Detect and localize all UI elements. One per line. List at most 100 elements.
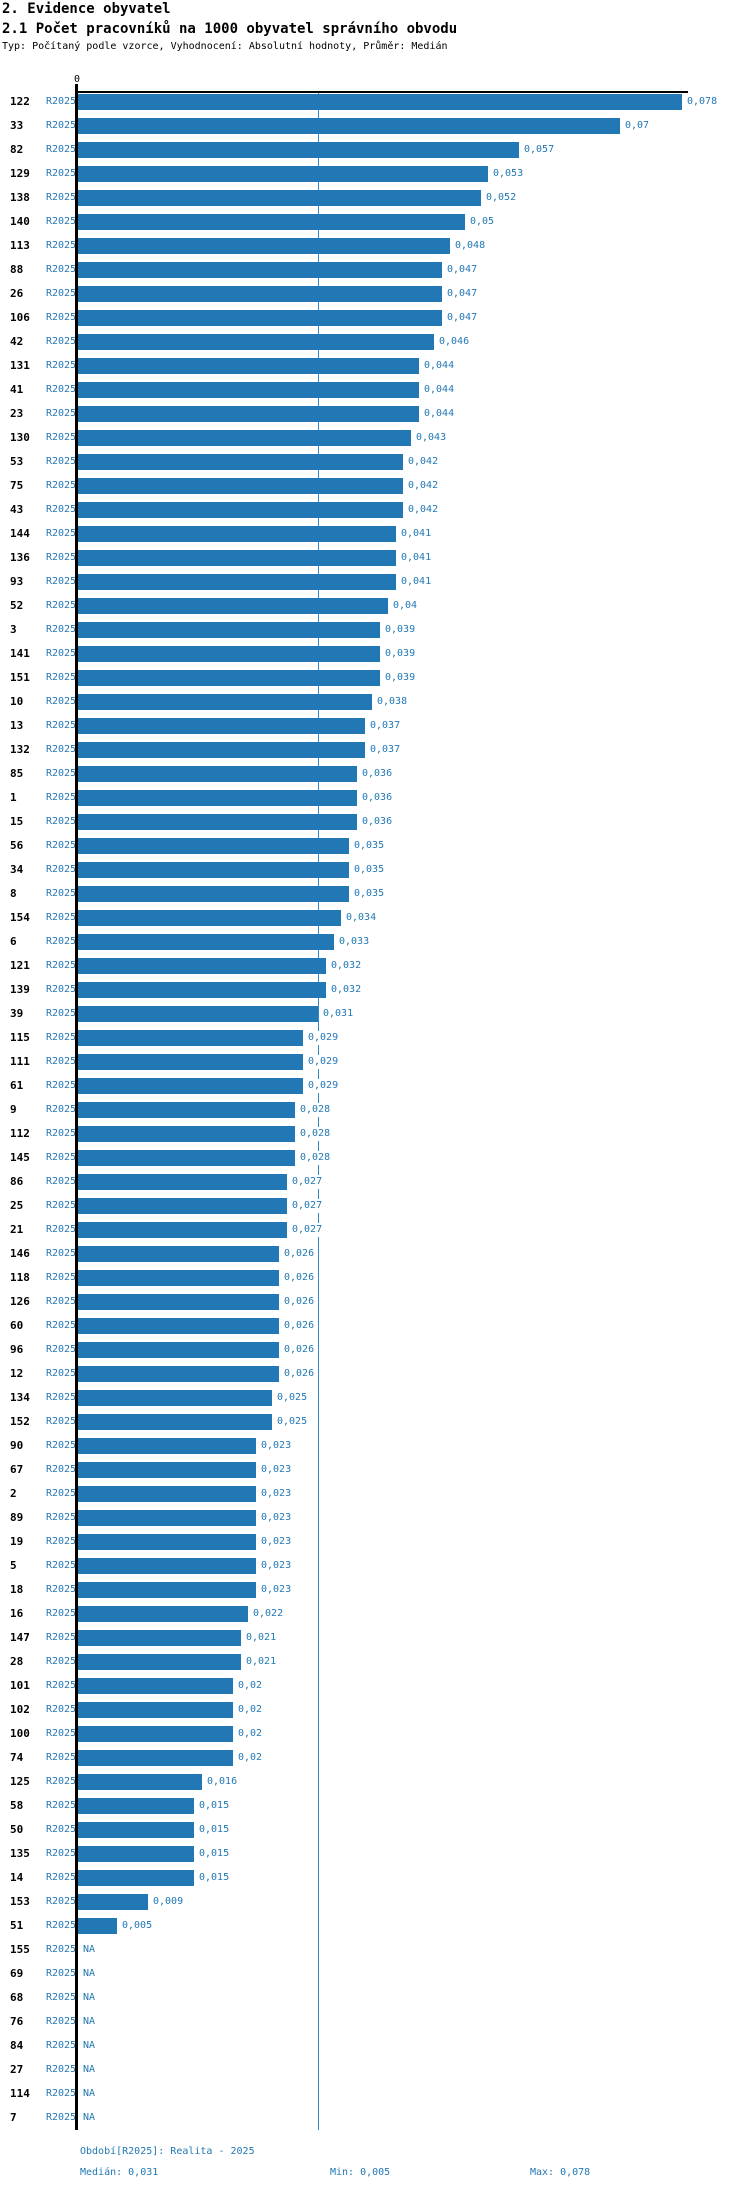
bar-value-label: 0,035 bbox=[354, 863, 385, 877]
value-bar bbox=[78, 142, 519, 158]
bar-value-label: 0,015 bbox=[199, 1847, 230, 1861]
bar-na-label: NA bbox=[83, 1992, 96, 2003]
bar-value-label: 0,035 bbox=[354, 887, 385, 901]
bar-value-label: 0,026 bbox=[284, 1319, 315, 1333]
row-category-label: 7 bbox=[10, 2111, 17, 2124]
row-category-label: 14 bbox=[10, 1871, 24, 1884]
bar-value-label: 0,041 bbox=[401, 551, 432, 565]
value-bar bbox=[78, 1846, 194, 1862]
row-category-label: 155 bbox=[10, 1943, 30, 1956]
row-series-label: R2025 bbox=[46, 1056, 77, 1067]
row-series-label: R2025 bbox=[46, 1296, 77, 1307]
row-category-label: 25 bbox=[10, 1199, 24, 1212]
bar-value-label: 0,005 bbox=[122, 1919, 153, 1933]
value-bar bbox=[78, 1870, 194, 1886]
value-bar bbox=[78, 334, 434, 350]
value-bar bbox=[78, 502, 403, 518]
bar-value-label: 0,042 bbox=[408, 455, 439, 469]
row-series-label: R2025 bbox=[46, 1536, 77, 1547]
row-series-label: R2025 bbox=[46, 1752, 77, 1763]
row-category-label: 101 bbox=[10, 1679, 30, 1692]
row-series-label: R2025 bbox=[46, 864, 77, 875]
row-category-label: 86 bbox=[10, 1175, 24, 1188]
value-bar bbox=[78, 766, 357, 782]
value-bar bbox=[78, 1030, 303, 1046]
value-bar bbox=[78, 670, 380, 686]
value-bar bbox=[78, 1726, 233, 1742]
row-series-label: R2025 bbox=[46, 2112, 77, 2123]
row-series-label: R2025 bbox=[46, 552, 77, 563]
row-series-label: R2025 bbox=[46, 744, 77, 755]
row-series-label: R2025 bbox=[46, 1704, 77, 1715]
y-axis-line bbox=[75, 84, 78, 2130]
row-category-label: 6 bbox=[10, 935, 17, 948]
row-series-label: R2025 bbox=[46, 456, 77, 467]
row-series-label: R2025 bbox=[46, 1368, 77, 1379]
row-category-label: 138 bbox=[10, 191, 30, 204]
value-bar bbox=[78, 862, 349, 878]
row-category-label: 82 bbox=[10, 143, 24, 156]
row-category-label: 69 bbox=[10, 1967, 24, 1980]
row-series-label: R2025 bbox=[46, 1128, 77, 1139]
row-category-label: 60 bbox=[10, 1319, 24, 1332]
bar-value-label: 0,026 bbox=[284, 1343, 315, 1357]
value-bar bbox=[78, 1558, 256, 1574]
value-bar bbox=[78, 790, 357, 806]
row-category-label: 93 bbox=[10, 575, 24, 588]
bar-value-label: 0,023 bbox=[261, 1559, 292, 1573]
row-category-label: 100 bbox=[10, 1727, 30, 1740]
value-bar bbox=[78, 1822, 194, 1838]
value-bar bbox=[78, 478, 403, 494]
bar-na-label: NA bbox=[83, 2064, 96, 2075]
row-series-label: R2025 bbox=[46, 840, 77, 851]
row-series-label: R2025 bbox=[46, 1344, 77, 1355]
bar-value-label: 0,025 bbox=[277, 1391, 308, 1405]
row-series-label: R2025 bbox=[46, 1824, 77, 1835]
row-category-label: 129 bbox=[10, 167, 30, 180]
bar-na-label: NA bbox=[83, 1968, 96, 1979]
value-bar bbox=[78, 1270, 279, 1286]
row-category-label: 122 bbox=[10, 95, 30, 108]
bar-value-label: 0,022 bbox=[253, 1607, 284, 1621]
value-bar bbox=[78, 1534, 256, 1550]
row-category-label: 75 bbox=[10, 479, 24, 492]
row-series-label: R2025 bbox=[46, 1008, 77, 1019]
value-bar bbox=[78, 286, 442, 302]
bar-value-label: 0,039 bbox=[385, 623, 416, 637]
value-bar bbox=[78, 94, 682, 110]
bar-value-label: 0,02 bbox=[238, 1703, 263, 1717]
bar-value-label: 0,041 bbox=[401, 575, 432, 589]
row-series-label: R2025 bbox=[46, 1152, 77, 1163]
row-series-label: R2025 bbox=[46, 168, 77, 179]
bar-value-label: 0,032 bbox=[331, 959, 362, 973]
row-category-label: 5 bbox=[10, 1559, 17, 1572]
row-category-label: 135 bbox=[10, 1847, 30, 1860]
bar-value-label: 0,021 bbox=[246, 1655, 277, 1669]
value-bar bbox=[78, 1918, 117, 1934]
value-bar bbox=[78, 526, 396, 542]
bar-value-label: 0,046 bbox=[439, 335, 470, 349]
bar-value-label: 0,031 bbox=[323, 1007, 354, 1021]
bar-na-label: NA bbox=[83, 2112, 96, 2123]
bar-value-label: 0,037 bbox=[370, 719, 401, 733]
row-series-label: R2025 bbox=[46, 288, 77, 299]
value-bar bbox=[78, 1054, 303, 1070]
bar-value-label: 0,047 bbox=[447, 287, 478, 301]
value-bar bbox=[78, 1246, 279, 1262]
bar-value-label: 0,043 bbox=[416, 431, 447, 445]
bar-value-label: 0,038 bbox=[377, 695, 408, 709]
row-category-label: 13 bbox=[10, 719, 24, 732]
row-series-label: R2025 bbox=[46, 1896, 77, 1907]
bar-value-label: 0,04 bbox=[393, 599, 418, 613]
row-category-label: 56 bbox=[10, 839, 24, 852]
row-series-label: R2025 bbox=[46, 1320, 77, 1331]
bar-value-label: 0,026 bbox=[284, 1271, 315, 1285]
value-bar bbox=[78, 166, 488, 182]
bar-value-label: 0,07 bbox=[625, 119, 650, 133]
row-category-label: 113 bbox=[10, 239, 30, 252]
chart-meta-line: Typ: Počítaný podle vzorce, Vyhodnocení:… bbox=[2, 41, 448, 52]
row-category-label: 153 bbox=[10, 1895, 30, 1908]
row-category-label: 3 bbox=[10, 623, 17, 636]
row-category-label: 145 bbox=[10, 1151, 30, 1164]
value-bar bbox=[78, 310, 442, 326]
